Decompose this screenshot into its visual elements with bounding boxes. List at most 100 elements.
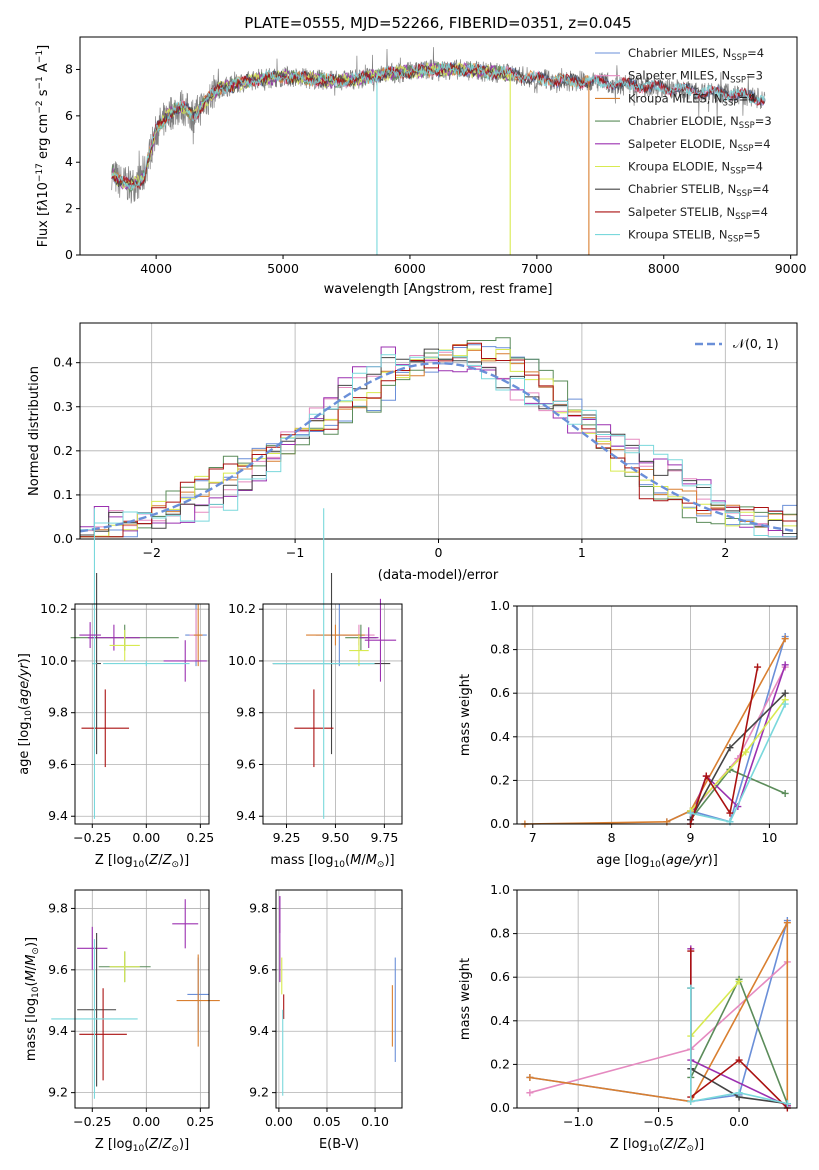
x-tick-label: 0.25: [186, 830, 214, 845]
histogram-step-1: [80, 351, 797, 538]
y-tick-label: 8: [65, 61, 73, 76]
weight-point: [781, 661, 789, 669]
chart-title: PLATE=0555, MJD=52266, FIBERID=0351, z=0…: [244, 14, 631, 32]
legend-entry: Salpeter MILES, NSSP=3: [628, 69, 763, 86]
y-axis-label: mass weight: [458, 958, 473, 1040]
weight-point: [781, 700, 789, 708]
weight-point: [687, 1097, 695, 1105]
x-tick-label: 0.0: [729, 1114, 749, 1129]
legend-entry: Chabrier ELODIE, NSSP=3: [628, 114, 772, 131]
weight-point: [742, 748, 750, 756]
x-tick-label: 7000: [521, 261, 553, 276]
mass-vs-ebv-axes: 0.00 0.05 0.10 9.2 9.4 9.6 9.8: [249, 890, 402, 1129]
x-tick-label: 4000: [140, 261, 172, 276]
x-tick-label: −1: [286, 545, 304, 560]
age-vs-Z-frame: [74, 603, 210, 825]
y-tick-label: 10.0: [40, 653, 68, 668]
x-tick-label: 9.25: [273, 830, 301, 845]
weight-series-8: [690, 703, 786, 823]
weight-series-2: [529, 922, 789, 1106]
model-line-8: [111, 62, 766, 190]
x-axis-label: wavelength [Angstrom, rest frame]: [324, 282, 553, 297]
legend-entry: Salpeter STELIB, NSSP=4: [628, 205, 768, 222]
histogram-step-8: [80, 350, 797, 538]
x-tick-label: 2: [721, 545, 729, 560]
weight-point: [726, 744, 734, 752]
y-tick-label: 0.2: [490, 772, 510, 787]
x-tick-label: −0.25: [73, 830, 111, 845]
y-tick-label: 4: [65, 154, 73, 169]
age-vs-Z-axes: −0.25 0.00 0.25 9.4 9.6 9.8 10.0 10.2: [40, 601, 214, 845]
weight-point: [735, 1089, 743, 1097]
x-tick-label: 0.05: [313, 1114, 341, 1129]
y-tick-label: 1.0: [490, 882, 510, 897]
weight-point: [754, 663, 762, 671]
x-axis-label: Z [log10(Z/Z⊙)]: [95, 853, 189, 870]
weight-series-0: [666, 636, 786, 823]
x-tick-label: 7: [529, 830, 537, 845]
weight-point: [735, 978, 743, 986]
weight-point: [687, 947, 695, 955]
legend-entry: Kroupa ELODIE, NSSP=4: [628, 160, 763, 177]
y-tick-label: 9.6: [48, 962, 68, 977]
weight-series-8: [690, 988, 788, 1105]
weight-series-5: [690, 981, 740, 1037]
y-tick-label: 9.8: [249, 900, 269, 915]
spectrum-axes: 4000 5000 6000 7000 8000 9000 0 2 4 6 8: [65, 61, 807, 276]
weight-point: [526, 1073, 534, 1081]
y-tick-label: 9.4: [236, 808, 256, 823]
x-tick-label: 9: [687, 830, 695, 845]
spectrum-frame: [79, 36, 798, 256]
y-axis-label: age [log10(age/yr)]: [17, 653, 34, 775]
x-tick-label: −0.25: [73, 1114, 111, 1129]
weight-point: [687, 984, 695, 992]
weight-vs-age-frame: [516, 605, 798, 825]
x-tick-label: −2: [142, 545, 160, 560]
y-tick-label: 0.2: [490, 1056, 510, 1071]
y-tick-label: 9.8: [48, 705, 68, 720]
x-tick-label: 9000: [775, 261, 807, 276]
x-tick-label: 0.10: [361, 1114, 389, 1129]
normal-curve: [79, 361, 798, 533]
y-tick-label: 9.4: [48, 808, 68, 823]
mass-vs-Z-frame: [74, 889, 210, 1109]
x-tick-label: −1.0: [563, 1114, 593, 1129]
y-tick-label: 0: [65, 247, 73, 262]
legend-entry: Salpeter ELODIE, NSSP=4: [628, 137, 771, 154]
legend-entry: Chabrier MILES, NSSP=4: [628, 46, 764, 63]
histogram-frame: [79, 322, 798, 540]
y-tick-label: 0.8: [490, 642, 510, 657]
x-axis-label: age [log10(age/yr)]: [596, 853, 718, 870]
x-tick-label: 6000: [394, 261, 426, 276]
x-tick-label: 9.75: [370, 830, 398, 845]
mass-vs-Z-axes: −0.25 0.00 0.25 9.2 9.4 9.6 9.8: [48, 890, 214, 1129]
x-tick-label: 10: [761, 830, 777, 845]
y-tick-label: 9.2: [48, 1085, 68, 1100]
x-tick-label: 5000: [267, 261, 299, 276]
weight-series-2: [524, 638, 786, 825]
legend-entry: Kroupa STELIB, NSSP=5: [628, 228, 760, 245]
legend-entry: 𝒩(0, 1): [733, 336, 779, 351]
weight-point: [783, 919, 791, 927]
x-tick-label: 0.25: [186, 1114, 214, 1129]
y-tick-label: 0.0: [53, 531, 73, 546]
y-tick-label: 9.4: [48, 1023, 68, 1038]
x-tick-label: 9.50: [322, 830, 350, 845]
weight-point: [783, 1100, 791, 1108]
histogram-step-7: [80, 342, 797, 538]
weight-point: [702, 772, 710, 780]
y-tick-label: 9.2: [249, 1085, 269, 1100]
y-axis-label: Flux [fλ10−17 erg cm−2 s−1 A−1]: [35, 45, 51, 247]
y-tick-label: 9.8: [236, 705, 256, 720]
y-tick-label: 10.2: [40, 601, 68, 616]
weight-point: [781, 635, 789, 643]
residuals-axes: −2 −1 0 1 2 0.0 0.1 0.2 0.3 0.4: [53, 323, 797, 560]
age-vs-mass-frame: [262, 603, 403, 825]
x-tick-label: 0.00: [132, 1114, 160, 1129]
y-tick-label: 9.4: [249, 1023, 269, 1038]
y-tick-label: 10.0: [228, 653, 256, 668]
weight-series-7: [689, 666, 759, 825]
x-tick-label: 0.00: [132, 830, 160, 845]
weight-vs-Z-axes: −1.0 −0.5 0.0 0.0 0.2 0.4 0.6 0.8 1.0: [490, 882, 797, 1129]
x-tick-label: −0.5: [643, 1114, 673, 1129]
